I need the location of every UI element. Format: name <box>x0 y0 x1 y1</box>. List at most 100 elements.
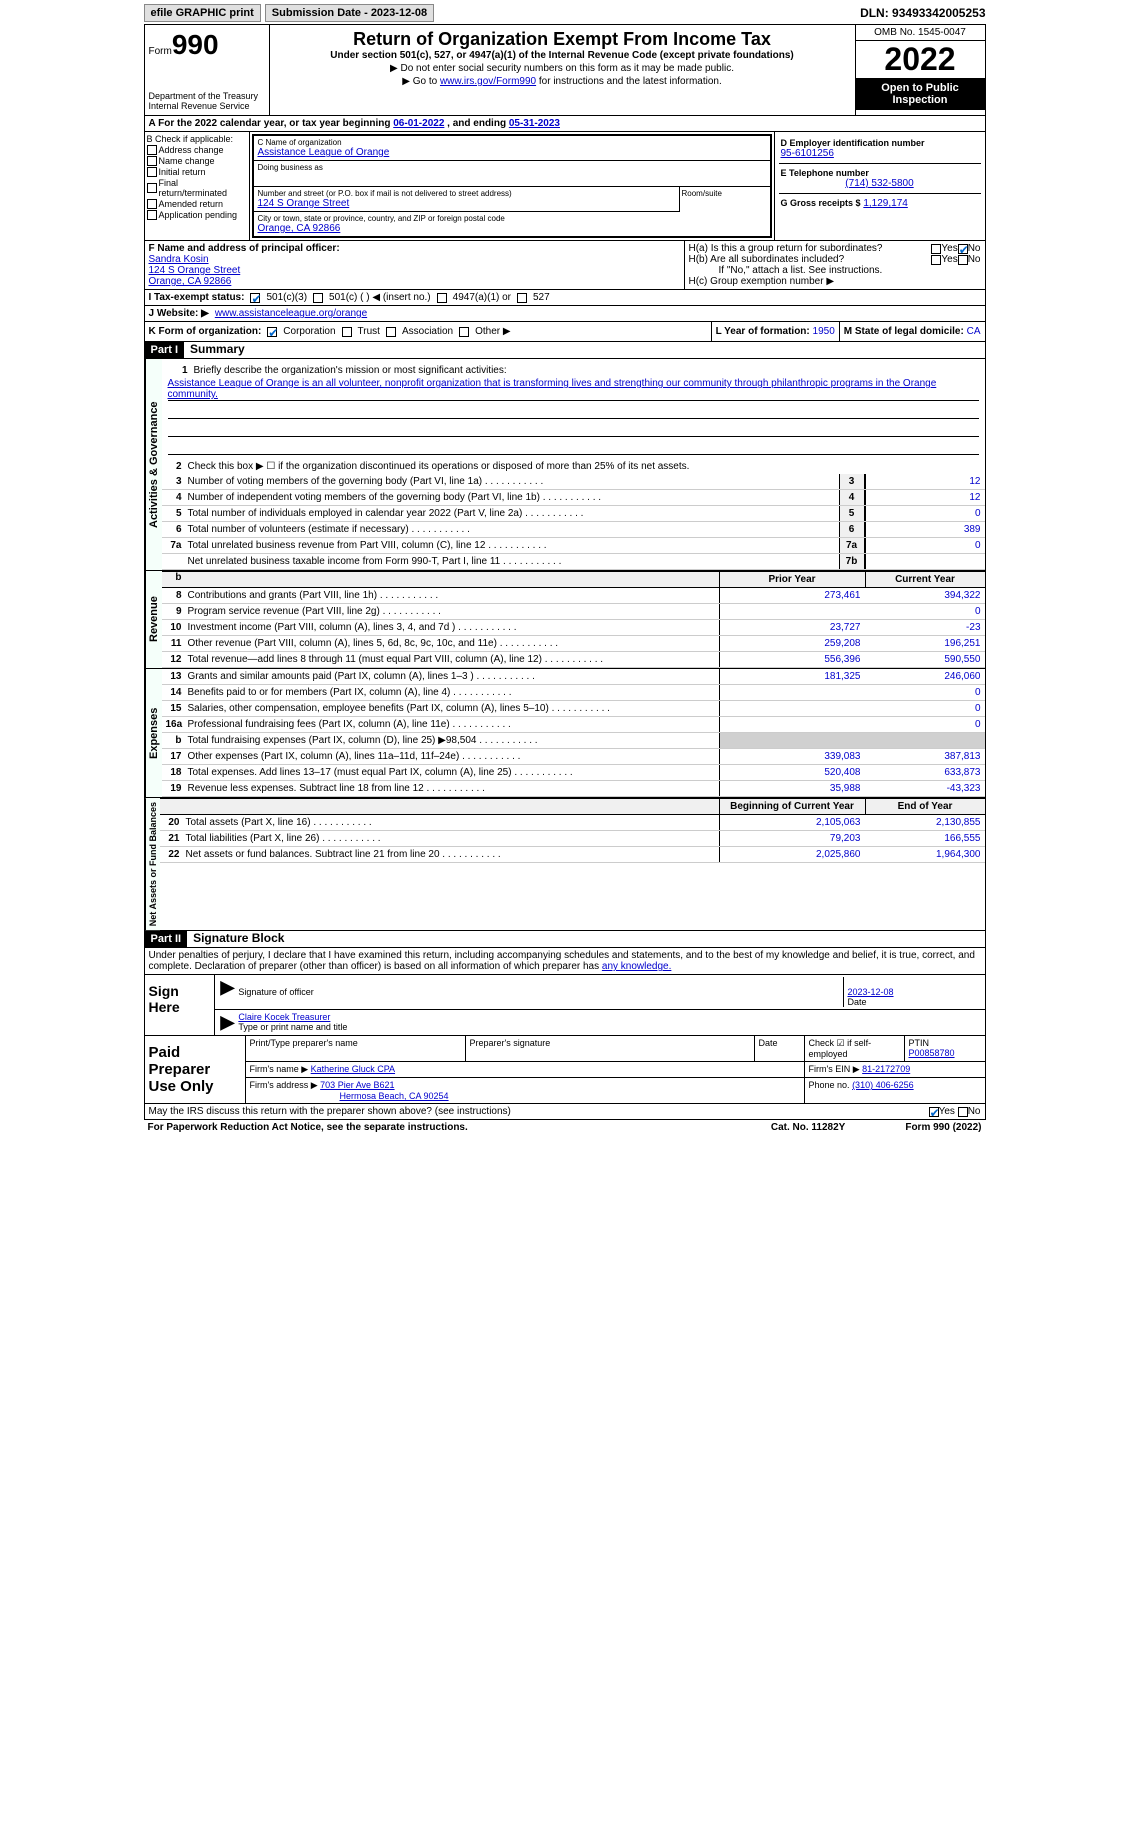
section-b-container: B Check if applicable: Address change Na… <box>144 132 986 241</box>
tax-year: 2022 <box>856 41 985 78</box>
pra-notice: For Paperwork Reduction Act Notice, see … <box>148 1122 771 1133</box>
omb-number: OMB No. 1545-0047 <box>856 25 985 41</box>
firm-ein-value: 81-2172709 <box>862 1064 910 1074</box>
org-name-label: C Name of organization <box>258 138 766 147</box>
any-knowledge: any knowledge. <box>602 961 672 972</box>
table-row: 14Benefits paid to or for members (Part … <box>162 685 985 701</box>
chk-501c[interactable] <box>313 293 323 303</box>
k-label: K Form of organization: <box>149 326 262 337</box>
table-row: 4Number of independent voting members of… <box>162 490 985 506</box>
chk-527[interactable] <box>517 293 527 303</box>
gross-label: G Gross receipts $ <box>781 198 861 208</box>
table-row: 21Total liabilities (Part X, line 26)79,… <box>160 831 985 847</box>
ein-label: D Employer identification number <box>781 138 979 148</box>
name-title-label: Type or print name and title <box>238 1022 347 1032</box>
j-label: J Website: ▶ <box>149 308 209 319</box>
table-row: 22Net assets or fund balances. Subtract … <box>160 847 985 863</box>
officer-addr2: Orange, CA 92866 <box>149 276 680 287</box>
table-row: 6Total number of volunteers (estimate if… <box>162 522 985 538</box>
table-row: 19Revenue less expenses. Subtract line 1… <box>162 781 985 797</box>
chk-name-change[interactable] <box>147 156 157 166</box>
begin-year-hdr: Beginning of Current Year <box>719 799 865 814</box>
tel-value: (714) 532-5800 <box>781 178 979 189</box>
ha-no[interactable] <box>958 244 968 254</box>
m-label: M State of legal domicile: <box>844 326 964 337</box>
section-i: I Tax-exempt status: 501(c)(3) 501(c) ( … <box>144 290 986 306</box>
i-label: I Tax-exempt status: <box>149 292 245 303</box>
mission-text: Assistance League of Orange is an all vo… <box>168 378 979 401</box>
footer: For Paperwork Reduction Act Notice, see … <box>144 1120 986 1135</box>
efile-button[interactable]: efile GRAPHIC print <box>144 4 261 22</box>
chk-assoc[interactable] <box>386 327 396 337</box>
l-label: L Year of formation: <box>716 326 810 337</box>
prep-self-employed: Check ☑ if self-employed <box>805 1036 905 1061</box>
chk-address-change[interactable] <box>147 145 157 155</box>
ptin-value: P00858780 <box>909 1048 955 1058</box>
org-name: Assistance League of Orange <box>258 147 766 158</box>
chk-initial-return[interactable] <box>147 167 157 177</box>
irs-label: Internal Revenue Service <box>149 101 265 111</box>
firm-ein-label: Firm's EIN ▶ <box>809 1064 860 1074</box>
room-label: Room/suite <box>682 189 722 198</box>
ha-yes[interactable] <box>931 244 941 254</box>
firm-phone-label: Phone no. <box>809 1080 850 1090</box>
side-netassets: Net Assets or Fund Balances <box>145 798 160 930</box>
side-expenses: Expenses <box>145 669 162 797</box>
may-irs-text: May the IRS discuss this return with the… <box>149 1106 929 1117</box>
city-value: Orange, CA 92866 <box>258 223 766 234</box>
part1-title: Summary <box>184 342 245 356</box>
form-header: Form990 Department of the Treasury Inter… <box>144 24 986 116</box>
chk-trust[interactable] <box>342 327 352 337</box>
dba-label: Doing business as <box>258 163 766 172</box>
table-row: 15Salaries, other compensation, employee… <box>162 701 985 717</box>
website-value[interactable]: www.assistanceleague.org/orange <box>215 308 367 319</box>
may-irs-no[interactable] <box>958 1107 968 1117</box>
prep-sig-label: Preparer's signature <box>466 1036 755 1061</box>
part1-governance: Activities & Governance 1Briefly describ… <box>144 359 986 571</box>
perjury-declaration: Under penalties of perjury, I declare th… <box>149 950 975 972</box>
chk-amended[interactable] <box>147 199 157 209</box>
cat-no: Cat. No. 11282Y <box>771 1122 845 1133</box>
chk-app-pending[interactable] <box>147 210 157 220</box>
firm-name-label: Firm's name ▶ <box>250 1064 309 1074</box>
chk-corp[interactable] <box>267 327 277 337</box>
prior-year-hdr: Prior Year <box>719 572 865 587</box>
hb-yes[interactable] <box>931 255 941 265</box>
firm-phone-value: (310) 406-6256 <box>852 1080 914 1090</box>
chk-other[interactable] <box>459 327 469 337</box>
section-f: F Name and address of principal officer:… <box>144 241 986 290</box>
dept-treasury: Department of the Treasury <box>149 91 265 101</box>
tel-label: E Telephone number <box>781 168 979 178</box>
sig-date-value: 2023-12-08 <box>848 987 894 997</box>
line1-label: Briefly describe the organization's miss… <box>192 363 979 378</box>
prep-date-label: Date <box>755 1036 805 1061</box>
may-irs-row: May the IRS discuss this return with the… <box>144 1104 986 1120</box>
chk-final-return[interactable] <box>147 183 157 193</box>
firm-addr-label: Firm's address ▶ <box>250 1080 318 1090</box>
signature-block: Under penalties of perjury, I declare th… <box>144 948 986 1036</box>
paid-preparer-block: Paid Preparer Use Only Print/Type prepar… <box>144 1036 986 1104</box>
ptin-label: PTIN <box>909 1038 930 1048</box>
form-footer: Form 990 (2022) <box>905 1122 981 1133</box>
may-irs-yes[interactable] <box>929 1107 939 1117</box>
table-row: 13Grants and similar amounts paid (Part … <box>162 669 985 685</box>
dln-text: DLN: 93493342005253 <box>860 6 985 20</box>
open-inspection: Open to Public Inspection <box>856 78 985 110</box>
table-row: 18Total expenses. Add lines 13–17 (must … <box>162 765 985 781</box>
col-c-org-info: C Name of organizationAssistance League … <box>250 132 775 240</box>
table-row: 3Number of voting members of the governi… <box>162 474 985 490</box>
form-number: 990 <box>172 29 219 60</box>
arrow-icon: ▶ <box>217 977 239 1007</box>
city-label: City or town, state or province, country… <box>258 214 766 223</box>
chk-4947[interactable] <box>437 293 447 303</box>
submission-date-button[interactable]: Submission Date - 2023-12-08 <box>265 4 434 22</box>
firm-addr1-value: 703 Pier Ave B621 <box>320 1080 394 1090</box>
col-b-header: B Check if applicable: <box>147 134 247 144</box>
sig-date-label: Date <box>848 997 867 1007</box>
prep-name-label: Print/Type preparer's name <box>246 1036 466 1061</box>
chk-501c3[interactable] <box>250 293 260 303</box>
end-year-hdr: End of Year <box>865 799 985 814</box>
irs-link[interactable]: www.irs.gov/Form990 <box>440 76 536 87</box>
paid-preparer-label: Paid Preparer Use Only <box>145 1036 245 1103</box>
firm-addr2-value: Hermosa Beach, CA 90254 <box>340 1091 449 1101</box>
